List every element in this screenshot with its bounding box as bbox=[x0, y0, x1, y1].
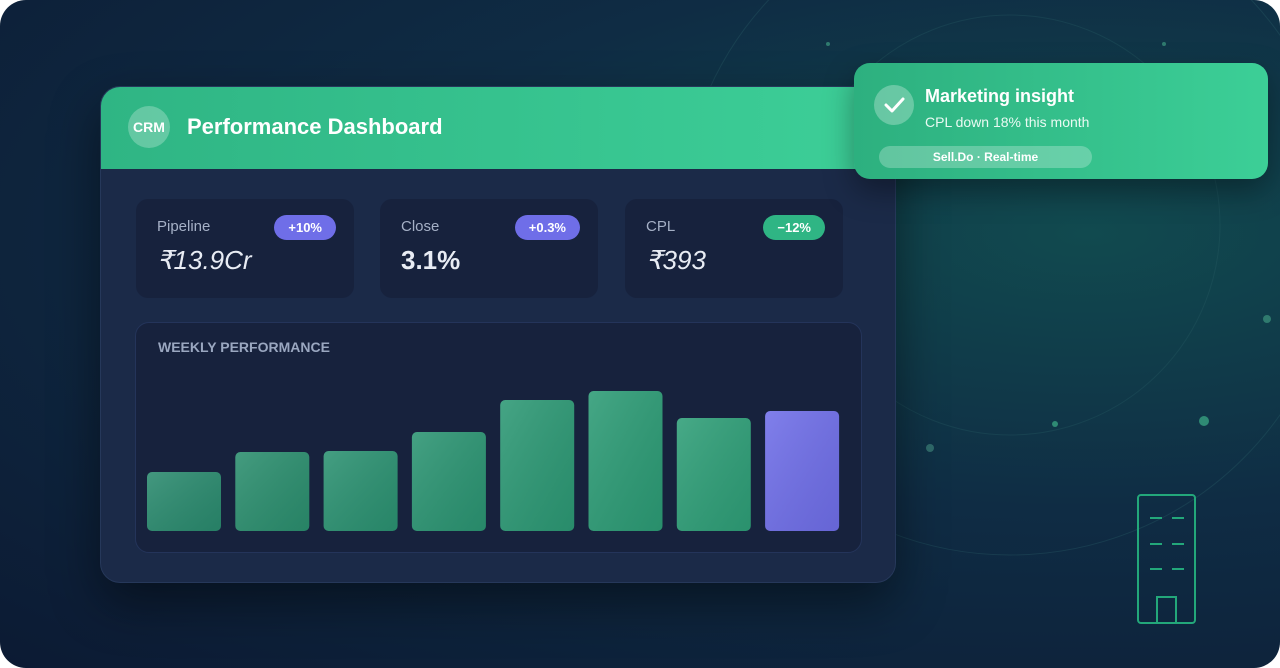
bar-sheen bbox=[588, 391, 663, 531]
bar-sheen bbox=[147, 472, 221, 531]
kpi-label: CPL bbox=[646, 218, 676, 235]
bar-sheen bbox=[235, 452, 310, 531]
notification-message: CPL down 18% this month bbox=[925, 114, 1090, 130]
notification-title: Marketing insight bbox=[925, 86, 1075, 106]
header: CRM Performance Dashboard bbox=[101, 87, 895, 169]
kpi-card: Pipeline +10% ₹13.9Cr bbox=[136, 199, 354, 298]
bar-sheen bbox=[500, 400, 575, 531]
check-icon bbox=[874, 85, 914, 125]
kpi-label: Pipeline bbox=[157, 218, 211, 235]
kpi-card: Close +0.3% 3.1% bbox=[380, 199, 598, 298]
kpi-value: ₹13.9Cr bbox=[157, 245, 252, 275]
kpi-badge: −12% bbox=[763, 215, 825, 240]
notification: Marketing insight CPL down 18% this mont… bbox=[854, 63, 1268, 179]
bar-sheen bbox=[676, 418, 751, 531]
bar-sheen bbox=[323, 451, 398, 531]
bar-sheen bbox=[411, 432, 486, 531]
kpi-label: Close bbox=[401, 218, 440, 235]
bar-sheen bbox=[765, 411, 840, 531]
kpi-value: 3.1% bbox=[401, 245, 461, 275]
kpi-value: ₹393 bbox=[646, 245, 706, 275]
chart-title: WEEKLY PERFORMANCE bbox=[158, 339, 330, 355]
dashboard-title: Performance Dashboard bbox=[187, 114, 443, 139]
chart-panel: WEEKLY PERFORMANCE bbox=[135, 322, 862, 553]
chart bbox=[147, 391, 840, 531]
notification-tag: Sell.Do · Real-time bbox=[879, 146, 1092, 168]
kpi-card: CPL −12% ₹393 bbox=[625, 199, 843, 298]
dashboard-card: CRM Performance Dashboard Pipeline +10% … bbox=[100, 86, 896, 583]
kpi-badge: +0.3% bbox=[514, 215, 580, 240]
kpi-badge: +10% bbox=[274, 215, 336, 240]
logo: CRM bbox=[128, 106, 170, 148]
